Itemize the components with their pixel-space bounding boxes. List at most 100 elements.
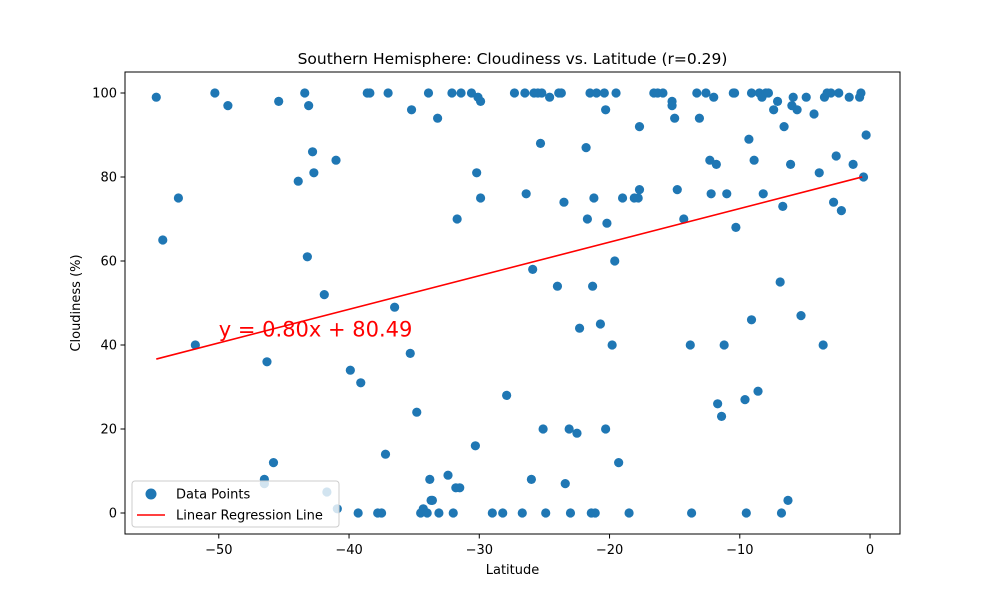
data-point xyxy=(740,395,750,405)
data-point xyxy=(731,222,741,232)
data-point xyxy=(470,441,480,451)
data-point xyxy=(729,88,740,98)
data-point xyxy=(423,88,434,98)
data-point xyxy=(475,96,486,106)
x-tick-label: 0 xyxy=(866,543,874,558)
data-point xyxy=(836,206,846,216)
data-point xyxy=(422,508,432,518)
legend-marker-points xyxy=(145,488,157,500)
data-point xyxy=(861,130,871,140)
data-point xyxy=(574,323,585,333)
data-point xyxy=(692,88,702,98)
data-point xyxy=(672,185,682,195)
data-point xyxy=(173,193,184,203)
data-point xyxy=(293,176,303,186)
data-point xyxy=(589,193,599,203)
data-point xyxy=(190,340,200,350)
data-point xyxy=(581,143,591,153)
data-point xyxy=(831,151,841,161)
regression-equation: y = 0.80x + 80.49 xyxy=(219,318,413,342)
data-point xyxy=(746,88,757,98)
data-point xyxy=(552,281,563,291)
data-point xyxy=(447,88,457,98)
chart-title: Southern Hemisphere: Cloudiness vs. Lati… xyxy=(298,50,728,68)
x-axis-ticks: −50 −40 −30 −20 −10 0 xyxy=(205,534,874,558)
data-point xyxy=(356,378,366,388)
x-tick-label: −40 xyxy=(335,543,362,558)
data-point xyxy=(711,159,721,169)
data-point xyxy=(719,340,729,350)
data-point xyxy=(158,235,168,245)
data-point xyxy=(434,508,444,518)
data-point xyxy=(772,96,783,106)
data-point xyxy=(304,101,314,111)
legend-label-points: Data Points xyxy=(176,488,250,503)
data-point xyxy=(624,508,634,518)
data-point xyxy=(686,508,697,518)
data-point xyxy=(565,508,576,518)
data-point xyxy=(517,508,527,518)
data-point xyxy=(302,252,312,262)
data-point xyxy=(412,407,422,417)
data-point xyxy=(535,138,546,148)
data-point xyxy=(560,479,570,489)
y-tick-label: 60 xyxy=(100,255,117,270)
data-point xyxy=(427,495,437,505)
data-point xyxy=(601,105,611,115)
data-point xyxy=(365,88,375,98)
data-point xyxy=(210,88,220,98)
data-point xyxy=(274,96,284,106)
data-point xyxy=(309,168,319,178)
x-axis-label: Latitude xyxy=(486,563,540,578)
legend-box xyxy=(131,480,340,528)
data-point xyxy=(443,470,453,480)
data-point xyxy=(716,411,727,421)
y-axis-label: Cloudiness (%) xyxy=(69,254,84,351)
data-point xyxy=(520,88,530,98)
data-point xyxy=(433,113,443,123)
y-tick-label: 40 xyxy=(100,339,117,354)
data-point xyxy=(818,340,828,350)
data-point xyxy=(390,302,400,312)
data-point xyxy=(634,122,645,132)
data-point xyxy=(602,218,612,228)
data-point xyxy=(679,214,689,224)
data-point xyxy=(588,281,598,291)
legend-label-regression: Linear Regression Line xyxy=(176,509,323,524)
data-point xyxy=(425,474,435,484)
data-point xyxy=(502,390,512,400)
data-point xyxy=(541,508,551,518)
regression-line xyxy=(156,176,863,360)
data-point xyxy=(713,399,723,409)
data-point xyxy=(778,201,788,211)
y-tick-label: 80 xyxy=(100,171,117,186)
data-point xyxy=(828,197,839,207)
data-point xyxy=(607,340,617,350)
data-point xyxy=(559,197,569,207)
data-point xyxy=(331,155,341,165)
data-point xyxy=(763,88,774,98)
data-point xyxy=(706,189,716,199)
data-point xyxy=(611,88,621,98)
data-point xyxy=(634,185,645,195)
data-point xyxy=(595,319,606,329)
x-tick-label: −50 xyxy=(205,543,232,558)
data-point xyxy=(151,92,161,102)
data-point xyxy=(466,88,477,98)
data-point xyxy=(509,88,520,98)
data-point xyxy=(448,508,458,518)
data-point xyxy=(776,508,787,518)
y-tick-label: 100 xyxy=(92,87,117,102)
data-point xyxy=(526,474,536,484)
y-axis-ticks: 0 20 40 60 80 100 xyxy=(92,87,125,522)
data-point xyxy=(319,290,329,300)
data-point xyxy=(617,193,628,203)
data-point xyxy=(785,159,796,169)
data-point xyxy=(667,101,677,111)
data-point xyxy=(848,159,858,169)
data-point xyxy=(487,508,497,518)
data-point xyxy=(796,311,806,321)
data-point xyxy=(741,508,751,518)
data-point xyxy=(300,88,310,98)
data-point xyxy=(701,88,711,98)
